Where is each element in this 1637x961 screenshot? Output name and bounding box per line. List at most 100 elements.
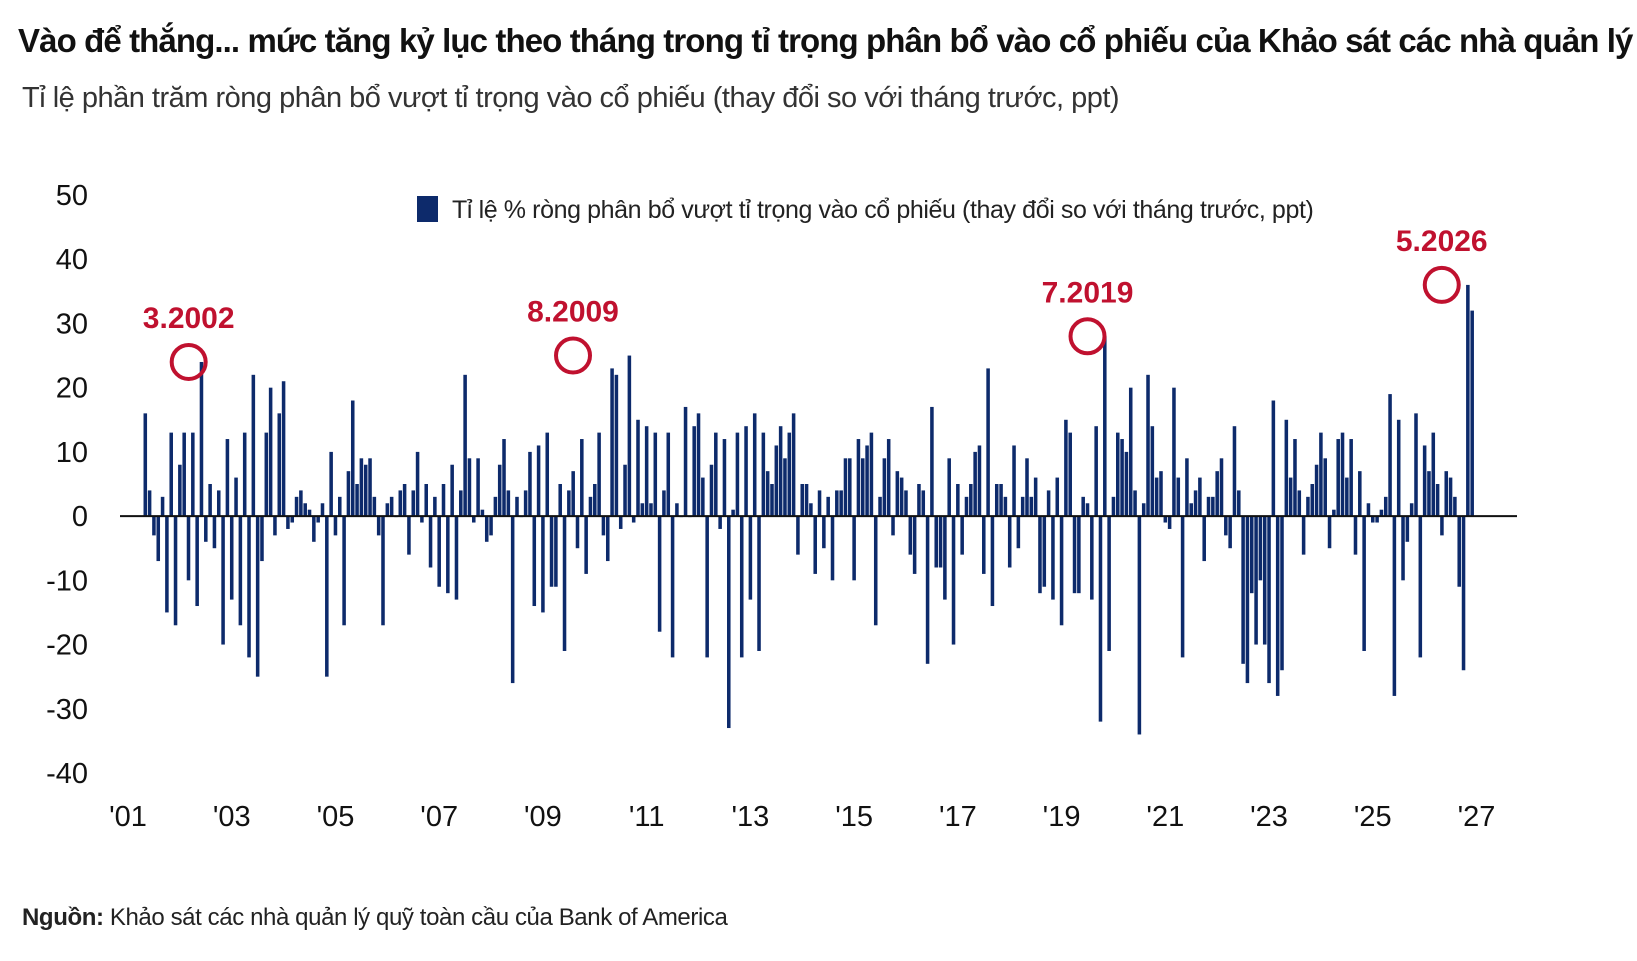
bar [1466,284,1470,517]
bar [147,490,152,517]
bar [191,432,195,517]
bar [216,490,221,517]
bar [381,516,385,626]
bar [1332,509,1336,517]
bar [969,484,973,517]
bar [273,516,277,536]
bar [320,503,325,517]
bar [951,516,956,645]
bar [1116,432,1120,517]
bar [1033,477,1038,517]
annotation-label: 8.2009 [527,296,619,329]
bar [1219,458,1224,517]
bar [1375,516,1379,523]
bar [152,516,156,536]
annotation-label: 3.2002 [143,302,235,335]
source-text: Khảo sát các nhà quản lý quỹ toàn cầu củ… [103,904,728,931]
y-tick-label: 20 [56,373,88,405]
bar [484,516,489,542]
bar [627,355,632,517]
x-axis: '01 '03 '05 '07 '09 '11 '13 '15 '17 '19 '21 '23 '25 '… [109,801,1495,833]
bar [774,445,779,517]
bar [830,516,835,581]
bar [497,464,502,517]
bar [1271,400,1276,517]
bar [1392,516,1397,696]
bar [165,516,169,613]
bar [1146,374,1150,517]
bar [338,496,342,517]
bar [476,458,480,517]
bar [541,516,545,613]
bar [212,516,217,549]
bar [956,484,960,517]
bar [943,516,947,600]
bar [515,496,519,517]
bar [420,516,424,523]
bar [1453,496,1457,517]
bar [333,516,338,536]
bar [904,490,908,517]
bar [299,490,303,517]
bar [644,426,649,517]
bar [307,509,312,517]
bar [1409,503,1414,517]
bar [346,471,351,517]
bar [1405,516,1410,542]
bar [208,484,212,517]
bar [1293,439,1297,517]
y-tick-label: 40 [56,244,88,276]
bar [1007,516,1012,568]
bar [1025,458,1029,517]
bar [1249,516,1254,594]
bar [791,413,796,517]
bar [1371,516,1375,523]
bar [312,516,316,542]
bar [813,516,817,574]
bar [739,516,744,658]
bar [342,516,346,626]
chart-subtitle: Tỉ lệ phần trăm ròng phân bổ vượt tỉ trọ… [22,82,1120,114]
bar [1340,432,1345,517]
bar [770,484,774,517]
bar [1090,516,1094,600]
bar [1224,516,1228,536]
bar [882,458,887,517]
bar [545,432,550,517]
bar [597,432,601,517]
bar [657,516,662,632]
bar [1232,426,1237,517]
bar [757,516,761,651]
bar [173,516,178,626]
bar [843,458,848,517]
bar [1457,516,1461,587]
bar [826,496,830,517]
x-tick-label: '03 [213,801,251,833]
bar [1323,458,1327,517]
bar [765,471,770,517]
bar [800,484,805,517]
bar [1297,490,1302,517]
bar [1422,445,1427,517]
bar [610,368,614,517]
bar [1241,516,1245,664]
bar [822,516,826,549]
bar [701,477,705,517]
bar [1358,471,1362,517]
bar [567,490,571,517]
annotation-circle [1068,317,1107,356]
bar [1064,419,1068,517]
bar [714,432,718,517]
bar [1383,496,1388,517]
bar [921,490,926,517]
bar [1349,439,1353,517]
bar [1215,471,1219,517]
y-tick-label: -40 [46,758,88,790]
bar [1141,503,1146,517]
bar [510,516,515,684]
bar [489,516,493,536]
bar [1319,432,1323,517]
bar [783,458,787,517]
bar [1193,490,1198,517]
x-tick-label: '19 [1043,801,1081,833]
